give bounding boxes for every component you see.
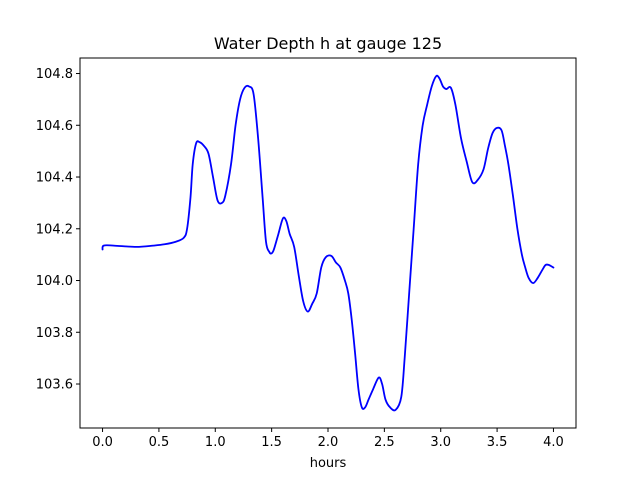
x-axis-label: hours (310, 456, 347, 471)
x-tick-label: 1.0 (205, 435, 226, 450)
x-tick-label: 2.0 (318, 435, 339, 450)
y-tick-label: 104.4 (36, 171, 73, 186)
x-tick-label: 3.5 (487, 435, 508, 450)
x-tick-label: 1.5 (261, 435, 282, 450)
x-tick-label: 0.0 (92, 435, 113, 450)
y-tick-label: 104.0 (36, 274, 73, 289)
x-tick-label: 4.0 (543, 435, 564, 450)
series-line (101, 74, 555, 412)
series-layer (101, 74, 555, 412)
y-tick-label: 104.6 (36, 119, 73, 134)
y-tick-label: 103.8 (36, 326, 73, 341)
x-axis: 0.0 0.5 1.0 1.5 2.0 2.5 3.0 3.5 4.0 (92, 428, 564, 450)
x-tick-label: 0.5 (149, 435, 170, 450)
y-tick-label: 104.8 (36, 67, 73, 82)
x-tick-label: 3.0 (430, 435, 451, 450)
y-axis: 103.6 103.8 104.0 104.2 104.4 104.6 104.8 (36, 67, 80, 393)
y-tick-label: 104.2 (36, 222, 73, 237)
chart-title: Water Depth h at gauge 125 (214, 34, 442, 53)
y-tick-label: 103.6 (36, 378, 73, 393)
x-tick-label: 2.5 (374, 435, 395, 450)
